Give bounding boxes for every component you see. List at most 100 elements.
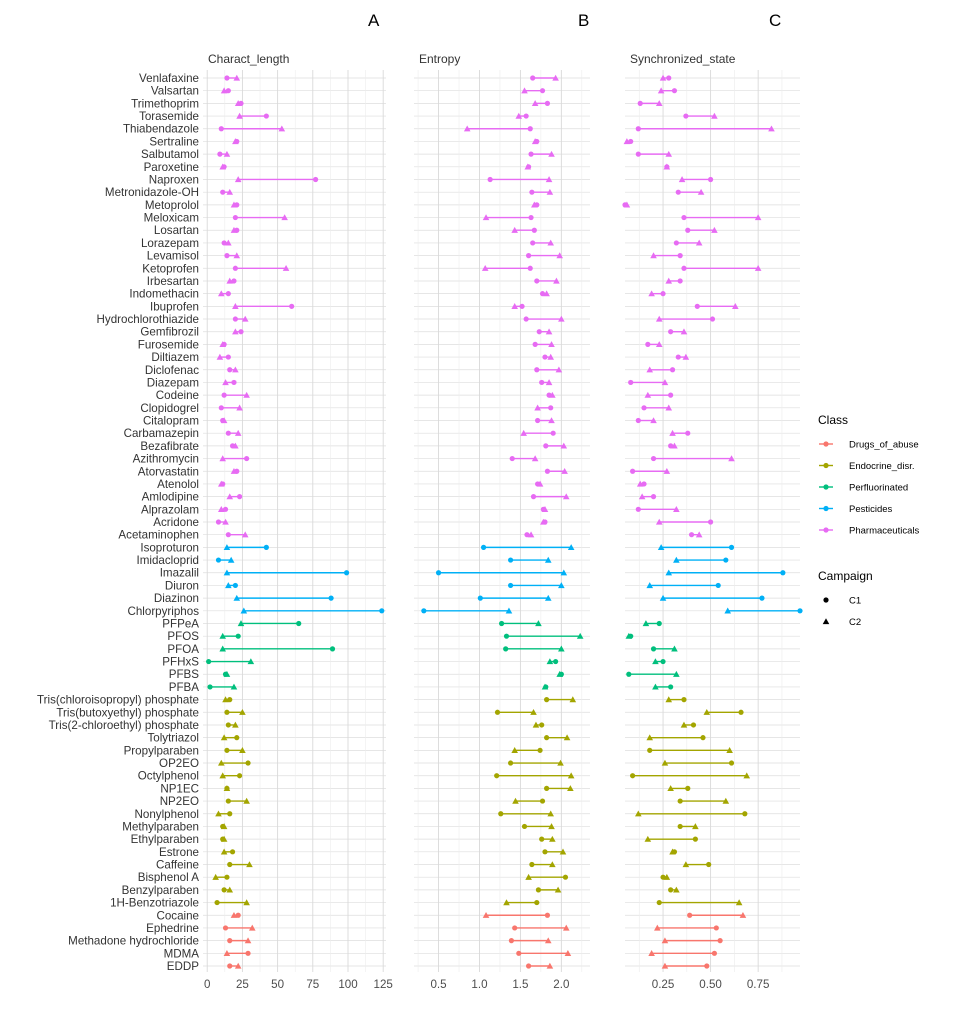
point-c1 [543,443,549,449]
point-c2 [230,911,238,918]
point-c2 [644,391,652,398]
y-label-bezafibrate: Bezafibrate [140,440,199,453]
dumbbell-pfbs [556,670,564,677]
point-c2 [724,607,732,614]
point-c2 [728,455,735,462]
dumbbell-mdma [648,950,718,956]
dumbbell-sertraline [531,138,540,145]
point-c2 [232,442,239,449]
point-c1 [530,75,536,81]
point-c1 [227,861,233,868]
y-label-amlodipine: Amlodipine [142,491,199,504]
point-c1 [225,430,231,436]
point-c2 [220,848,228,855]
dumbbell-ibuprofen [511,303,525,309]
point-c1 [553,658,559,665]
point-c2 [236,404,243,411]
legend-label: Perfluorinated [849,483,908,494]
dumbbell-pfhxs [652,658,666,665]
point-c2 [549,391,556,398]
dumbbell-venlafaxine [659,74,672,81]
point-c2 [548,150,555,157]
point-c2 [220,417,228,424]
dumbbell-salbutamol [217,150,231,157]
point-c2 [682,861,690,868]
point-c1 [227,697,233,703]
point-c2 [711,112,718,119]
dumbbell-metronidazole-oh [675,188,705,195]
point-c1 [641,405,647,411]
y-label-np1ec: NP1EC [160,782,199,795]
point-c1 [235,912,241,918]
y-label-meloxicam: Meloxicam [144,212,199,225]
point-c2 [646,734,654,741]
point-c2 [232,303,239,309]
point-c2 [556,252,564,259]
dumbbell-hydrochlorothiazide [655,315,716,322]
point-c2 [659,594,667,601]
point-c2 [548,823,555,830]
dumbbell-pfoa [219,645,336,652]
point-c2 [548,417,555,424]
point-c2 [547,239,555,246]
point-c2 [223,150,231,157]
point-c1 [742,811,748,817]
point-c2 [625,632,633,639]
legend: Class Drugs_of_abuse Endocrine_disr. Perflu… [818,413,919,628]
point-c2 [754,264,762,271]
point-c2 [768,125,775,132]
point-c1 [728,544,735,550]
y-label-diazinon: Diazinon [154,592,199,605]
point-c2 [234,176,242,183]
point-c2 [564,950,572,956]
point-c1 [220,189,226,195]
x-tick-label: 25 [236,978,249,991]
point-c2 [552,74,559,81]
dumbbell-torasemide [683,112,718,119]
dumbbell-pfba [541,683,549,690]
point-c2 [218,506,225,512]
point-c2 [546,188,554,195]
dumbbells [206,74,385,969]
dumbbell-caffeine [529,861,556,868]
point-c1 [660,658,666,665]
dumbbell-imidacloprid [215,556,235,563]
legend-label: C1 [849,596,861,607]
dumbbell-octylphenol [219,772,243,779]
point-c2 [735,899,743,906]
dumbbell-isoproturon [480,544,575,551]
dumbbell-hydrochlorothiazide [232,315,249,322]
point-c1 [539,379,545,386]
point-c1 [527,126,533,132]
point-c2 [680,721,688,728]
y-label-codeine: Codeine [156,389,199,402]
y-label-venlafaxine: Venlafaxine [139,72,199,85]
dumbbell-valsartan [657,87,678,94]
point-c2 [230,201,238,208]
point-c2 [673,556,680,563]
point-c2 [671,442,678,449]
point-c2 [511,303,518,309]
y-label-indomethacin: Indomethacin [129,288,199,301]
panel-letter-b: B [578,11,589,30]
dumbbell-paroxetine [219,163,227,170]
point-c1 [296,620,302,627]
point-c2 [567,785,574,792]
point-c1 [237,494,243,500]
dumbbell-furosemide [219,341,227,348]
point-c2 [655,315,663,322]
y-label-mdma: MDMA [164,947,200,960]
dumbbell-trimethoprim [234,100,244,107]
point-c2 [521,87,528,94]
y-label-losartan: Losartan [154,224,199,237]
dumbbell-gemfibrozil [232,328,244,335]
point-c2 [222,379,229,386]
point-c1 [668,392,674,398]
dumbbell-torasemide [515,112,529,119]
point-c2 [546,658,554,665]
point-c2 [463,125,471,132]
point-c1 [229,849,236,855]
y-label-valsartan: Valsartan [151,85,199,98]
point-c2 [726,747,733,753]
y-label-methylparaben: Methylparaben [122,820,199,833]
